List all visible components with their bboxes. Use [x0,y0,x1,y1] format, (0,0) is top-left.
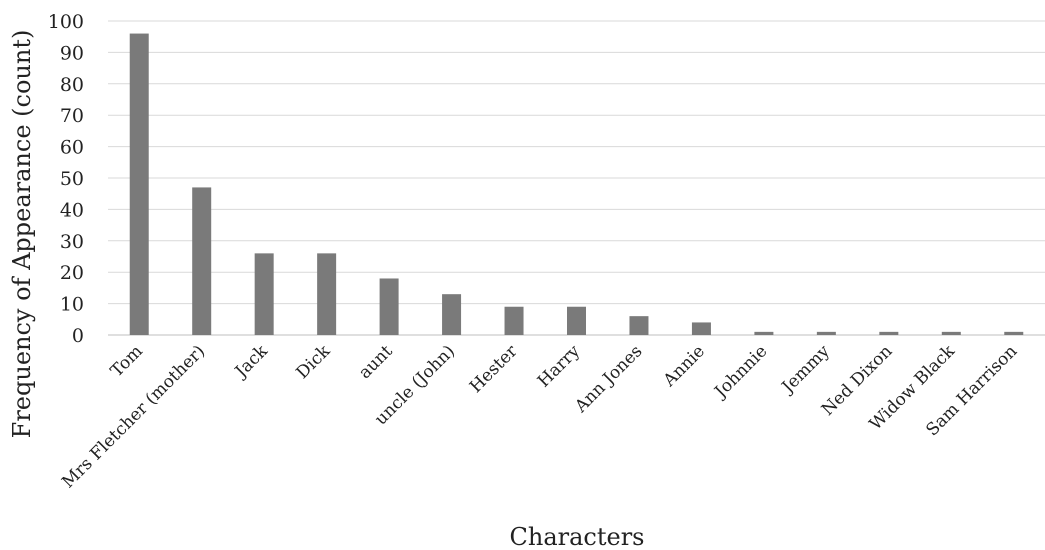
x-tick-label: Harry [534,341,584,391]
x-axis-title: Characters [510,523,645,550]
bar-harry [567,306,586,335]
bar-dick [317,253,337,335]
bar-sam-harrison [1004,331,1024,335]
bar-aunt [379,278,399,335]
bar-widow-black [941,331,961,335]
y-tick-label: 100 [48,11,84,33]
y-axis-title: Frequency of Appearance (count) [8,30,36,439]
x-tick-label: Jemmy [777,341,834,398]
x-tick-label: Dick [293,341,335,383]
y-tick-label: 30 [60,231,84,253]
x-tick-label: Johnnie [710,341,772,403]
y-tick-label: 50 [60,168,84,190]
y-tick-label: 60 [60,137,84,159]
y-tick-label: 70 [60,105,84,127]
bars [129,33,1024,336]
bar-mrs-fletcher-mother [192,187,212,335]
y-tick-label: 80 [60,74,84,96]
y-tick-label: 40 [60,199,84,221]
x-tick-label: Jack [230,341,272,383]
y-tick-label: 0 [72,325,84,347]
bar-jemmy [816,331,836,335]
y-axis-ticks: 0 10 20 30 40 50 60 70 80 90 100 [48,11,84,347]
bar-johnnie [754,331,774,335]
y-tick-label: 90 [60,42,84,64]
bar-jack [254,253,274,335]
bar-annie [691,322,711,335]
bar-ann-jones [629,316,649,335]
x-tick-label: aunt [355,341,397,383]
x-tick-label: Hester [466,341,522,397]
bar-hester [504,306,524,335]
bar-ned-dixon [879,331,899,335]
y-tick-label: 10 [60,294,84,316]
bar-tom [129,33,149,336]
x-tick-label: Tom [107,341,147,381]
x-tick-label: Ann Jones [571,341,647,417]
gridlines [108,20,1045,336]
bar-uncle-john [442,294,462,335]
y-tick-label: 20 [60,262,84,284]
x-tick-label: Annie [659,341,709,391]
